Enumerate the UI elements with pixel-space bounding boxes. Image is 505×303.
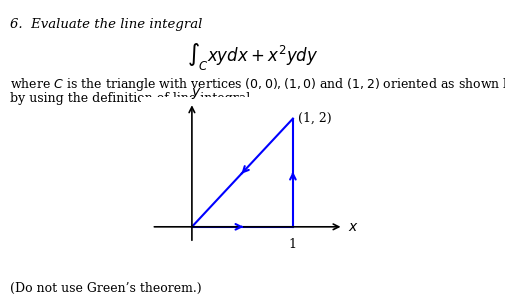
Text: 6.  Evaluate the line integral: 6. Evaluate the line integral: [10, 18, 203, 31]
Text: $\int_C xydx + x^2ydy$: $\int_C xydx + x^2ydy$: [187, 41, 318, 72]
Text: by using the definition of line integral.: by using the definition of line integral…: [10, 92, 254, 105]
Text: $y$: $y$: [190, 86, 201, 101]
Text: (Do not use Green’s theorem.): (Do not use Green’s theorem.): [10, 282, 201, 295]
Text: (1, 2): (1, 2): [298, 112, 332, 125]
Text: 1: 1: [289, 238, 297, 251]
Text: $x$: $x$: [348, 220, 359, 234]
Text: where $C$ is the triangle with vertices $(0,0), (1,0)$ and $(1,2)$ oriented as s: where $C$ is the triangle with vertices …: [10, 76, 505, 93]
